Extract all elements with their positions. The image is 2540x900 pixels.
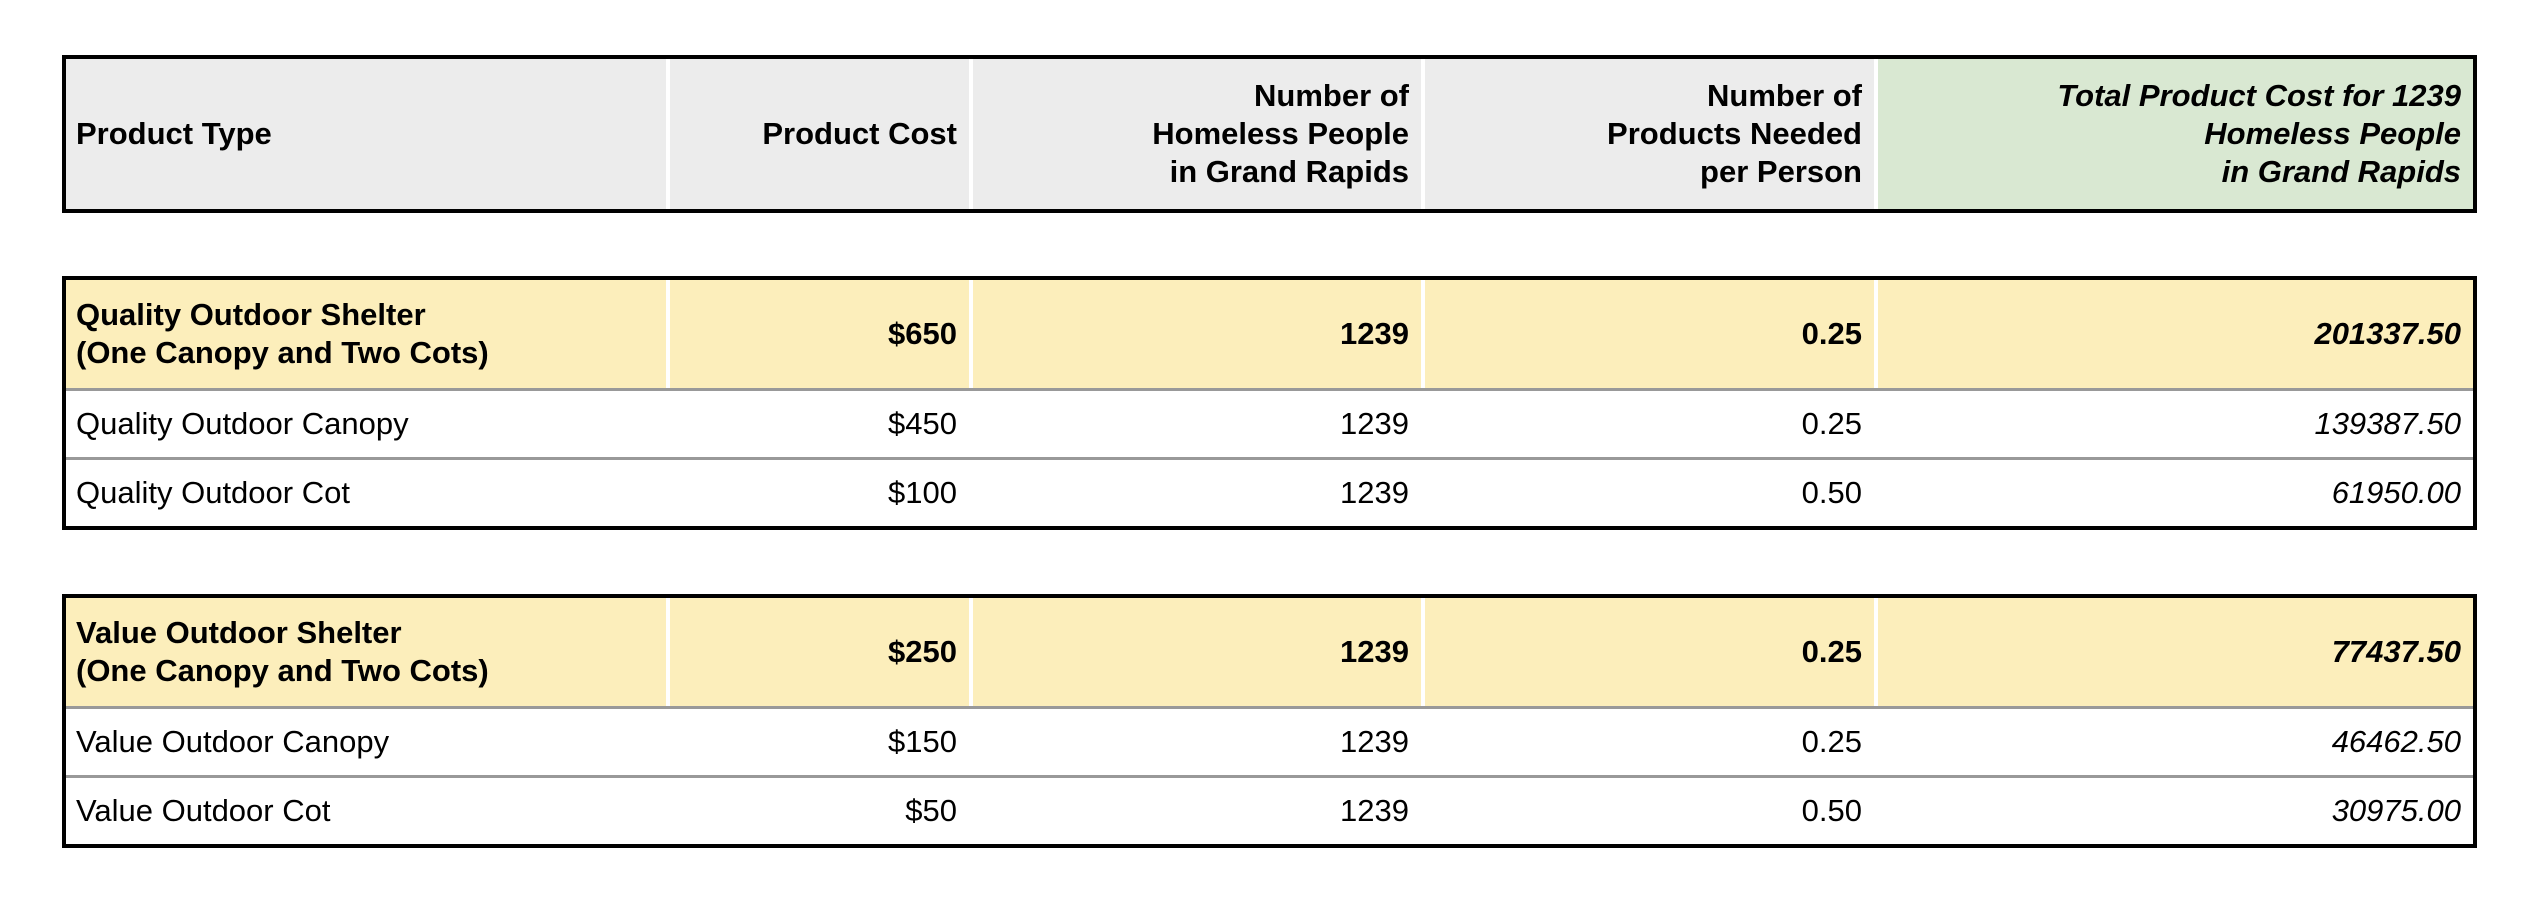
cell-products-per-person: 0.25 [1421, 391, 1874, 457]
cell-num-homeless: 1239 [969, 709, 1421, 775]
header-total-cost: Total Product Cost for 1239 Homeless Peo… [1874, 59, 2473, 209]
quality-products-table: Quality Outdoor Shelter (One Canopy and … [62, 276, 2477, 530]
cell-product: Quality Outdoor Shelter (One Canopy and … [66, 280, 666, 388]
cell-total-cost: 139387.50 [1874, 391, 2473, 457]
table-row-value-canopy: Value Outdoor Canopy $150 1239 0.25 4646… [66, 706, 2473, 775]
table-row-quality-cot: Quality Outdoor Cot $100 1239 0.50 61950… [66, 457, 2473, 526]
cell-total-cost: 201337.50 [1874, 280, 2473, 388]
cell-products-per-person: 0.50 [1421, 778, 1874, 844]
value-products-table: Value Outdoor Shelter (One Canopy and Tw… [62, 594, 2477, 848]
table-row-quality-shelter: Quality Outdoor Shelter (One Canopy and … [66, 280, 2473, 388]
column-header-table: Product Type Product Cost Number of Home… [62, 55, 2477, 213]
cell-products-per-person: 0.25 [1421, 280, 1874, 388]
header-row: Product Type Product Cost Number of Home… [66, 59, 2473, 209]
cell-num-homeless: 1239 [969, 778, 1421, 844]
cell-num-homeless: 1239 [969, 280, 1421, 388]
cell-total-cost: 46462.50 [1874, 709, 2473, 775]
cell-num-homeless: 1239 [969, 460, 1421, 526]
cell-products-per-person: 0.25 [1421, 598, 1874, 706]
table-row-quality-canopy: Quality Outdoor Canopy $450 1239 0.25 13… [66, 388, 2473, 457]
cell-total-cost: 61950.00 [1874, 460, 2473, 526]
cell-product-cost: $150 [666, 709, 969, 775]
header-product-cost: Product Cost [666, 59, 969, 209]
header-num-homeless: Number of Homeless People in Grand Rapid… [969, 59, 1421, 209]
cell-num-homeless: 1239 [969, 598, 1421, 706]
cell-product: Value Outdoor Cot [76, 793, 331, 828]
cell-products-per-person: 0.50 [1421, 460, 1874, 526]
table-row-value-cot: Value Outdoor Cot $50 1239 0.50 30975.00 [66, 775, 2473, 844]
cell-product-cost: $450 [666, 391, 969, 457]
cell-product-cost: $650 [666, 280, 969, 388]
cell-product: Quality Outdoor Canopy [76, 406, 409, 441]
header-product-type: Product Type [66, 59, 666, 209]
cell-total-cost: 77437.50 [1874, 598, 2473, 706]
cell-product-cost: $100 [666, 460, 969, 526]
cell-products-per-person: 0.25 [1421, 709, 1874, 775]
product-cost-sheet: Product Type Product Cost Number of Home… [62, 55, 2477, 848]
cell-num-homeless: 1239 [969, 391, 1421, 457]
header-products-needed: Number of Products Needed per Person [1421, 59, 1874, 209]
cell-product-cost: $250 [666, 598, 969, 706]
cell-total-cost: 30975.00 [1874, 778, 2473, 844]
cell-product-cost: $50 [666, 778, 969, 844]
cell-product: Value Outdoor Canopy [76, 724, 390, 759]
table-row-value-shelter: Value Outdoor Shelter (One Canopy and Tw… [66, 598, 2473, 706]
cell-product: Quality Outdoor Cot [76, 475, 350, 510]
cell-product: Value Outdoor Shelter (One Canopy and Tw… [66, 598, 666, 706]
